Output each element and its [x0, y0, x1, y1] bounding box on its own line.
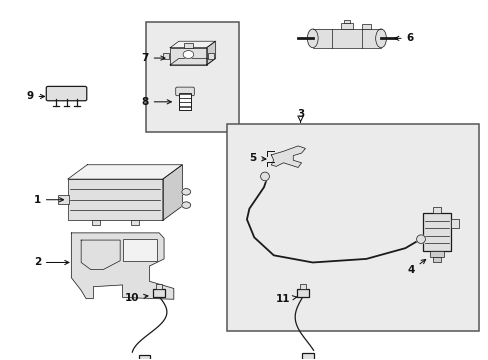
- Bar: [227, 125, 478, 330]
- Bar: [450, 220, 458, 228]
- Polygon shape: [170, 48, 206, 65]
- Ellipse shape: [182, 189, 190, 195]
- Ellipse shape: [260, 172, 269, 181]
- Bar: [300, 284, 305, 289]
- Polygon shape: [170, 41, 215, 48]
- Bar: [58, 195, 69, 204]
- Bar: [178, 94, 191, 98]
- Ellipse shape: [375, 29, 386, 48]
- Bar: [361, 24, 370, 29]
- Ellipse shape: [183, 50, 193, 58]
- Bar: [153, 289, 164, 297]
- Polygon shape: [170, 58, 215, 65]
- Text: 10: 10: [125, 293, 148, 303]
- Text: 2: 2: [34, 257, 69, 267]
- Bar: [139, 355, 150, 360]
- Bar: [178, 98, 191, 102]
- Text: 1: 1: [34, 195, 63, 205]
- Ellipse shape: [307, 29, 318, 48]
- Bar: [178, 107, 191, 111]
- Bar: [340, 23, 352, 29]
- Polygon shape: [71, 233, 173, 299]
- Bar: [432, 207, 440, 213]
- Bar: [156, 284, 162, 289]
- Bar: [429, 251, 443, 257]
- Bar: [178, 93, 191, 111]
- Bar: [312, 29, 380, 48]
- Bar: [343, 20, 349, 23]
- Text: 9: 9: [26, 91, 44, 102]
- Polygon shape: [206, 41, 215, 65]
- Polygon shape: [271, 146, 305, 167]
- FancyBboxPatch shape: [46, 86, 86, 101]
- Bar: [163, 53, 169, 59]
- Ellipse shape: [416, 235, 425, 243]
- Bar: [422, 213, 450, 251]
- Bar: [302, 353, 313, 360]
- Bar: [178, 103, 191, 106]
- Bar: [183, 43, 193, 48]
- FancyBboxPatch shape: [175, 87, 194, 96]
- Bar: [146, 22, 238, 132]
- Bar: [207, 53, 213, 59]
- Text: 11: 11: [276, 294, 296, 304]
- Text: 3: 3: [296, 109, 304, 119]
- Bar: [122, 239, 157, 261]
- Polygon shape: [68, 165, 182, 179]
- Text: 6: 6: [394, 33, 413, 43]
- Text: 7: 7: [141, 53, 164, 63]
- Bar: [92, 220, 100, 225]
- Polygon shape: [163, 165, 182, 220]
- Bar: [297, 289, 308, 297]
- Bar: [131, 220, 139, 225]
- Text: 4: 4: [407, 260, 425, 275]
- Ellipse shape: [182, 202, 190, 208]
- Bar: [68, 179, 163, 220]
- Text: 5: 5: [249, 153, 265, 163]
- Text: 8: 8: [141, 97, 171, 107]
- Bar: [432, 257, 440, 262]
